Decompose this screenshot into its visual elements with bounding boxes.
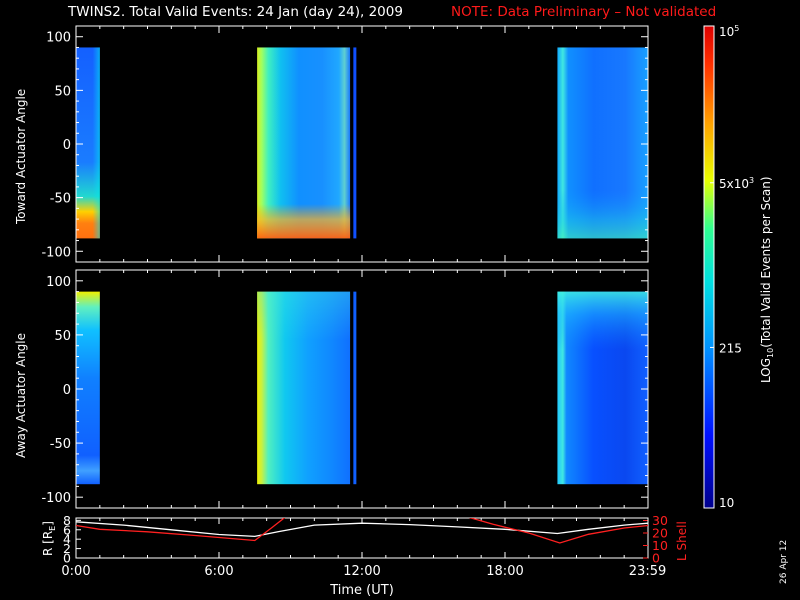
away-ytick-label: 50 [54, 329, 71, 344]
heatmap-layer [76, 47, 648, 485]
orbit-left-ytick-label: 4 [63, 532, 71, 547]
orbit-layer [76, 518, 648, 544]
orbit-right-ytick-label: 30 [652, 513, 668, 528]
colorbar-tick-label: 105 [719, 24, 739, 39]
colorbar-frame [703, 25, 715, 509]
orbit-r-axis-label: R [RE] [41, 521, 57, 556]
toward-data-block-2-overlay [257, 47, 351, 239]
orbit-left-ytick-label: 6 [63, 522, 71, 537]
time-tick-label: 0:00 [61, 564, 90, 579]
orbit-right-ytick-label: 0 [652, 551, 660, 566]
time-tick-label: 12:00 [343, 564, 380, 579]
r-distance-line [76, 521, 648, 538]
chart-title: TWINS2. Total Valid Events: 24 Jan (day … [68, 4, 403, 20]
time-tick-label: 18:00 [486, 564, 523, 579]
toward-ytick-label: 50 [54, 84, 71, 99]
l-shell-line-2 [468, 518, 648, 544]
colorbar: 105 5x103 215 10 LOG10(Total Valid Events pe… [703, 24, 789, 584]
away-ytick-label: 0 [63, 383, 71, 398]
orbit-left-ytick-label: 0 [63, 551, 71, 566]
colorbar-axis-label: LOG10(Total Valid Events per Scan) [759, 176, 775, 383]
away-ytick-label: -100 [41, 491, 71, 506]
toward-data-strip-1 [353, 47, 357, 239]
toward-ytick-label: 0 [63, 138, 71, 153]
orbit-right-ytick-label: 20 [652, 526, 668, 541]
orbit-left-ytick-label: 2 [63, 541, 71, 556]
preliminary-note: NOTE: Data Preliminary – Not validated [451, 4, 717, 20]
orbit-lshell-axis-label: L Shell [675, 521, 689, 561]
orbit-left-ytick-label: 8 [63, 513, 71, 528]
orbit-right-ytick-label: 10 [652, 538, 668, 553]
colorbar-gradient [704, 26, 714, 508]
time-tick-label: 6:00 [204, 564, 233, 579]
away-data-block-2-overlay [257, 291, 351, 485]
toward-ytick-label: -50 [50, 192, 71, 207]
time-tick-label: 23:59 [629, 564, 666, 579]
away-data-strip-1 [353, 291, 357, 485]
generation-date: 26 Apr 12 [779, 540, 789, 584]
axes-layer: 100500-50-100100500-50-1008642030201000:… [41, 25, 689, 598]
l-shell-line-1 [76, 518, 286, 542]
toward-data-block-1-overlay [76, 47, 100, 239]
away-ytick-label: 100 [46, 275, 71, 290]
away-data-block-1 [76, 291, 100, 485]
toward-ytick-label: -100 [41, 245, 71, 260]
toward-ytick-label: 100 [46, 31, 71, 46]
colorbar-tick-label: 215 [719, 341, 742, 355]
away-data-block-3-overlay [557, 291, 648, 485]
colorbar-tick-label: 5x103 [719, 176, 754, 191]
colorbar-tick-label: 10 [719, 496, 734, 510]
away-ytick-label: -50 [50, 437, 71, 452]
time-axis-label: Time (UT) [329, 583, 394, 598]
toward-data-block-3-overlay [557, 47, 648, 239]
